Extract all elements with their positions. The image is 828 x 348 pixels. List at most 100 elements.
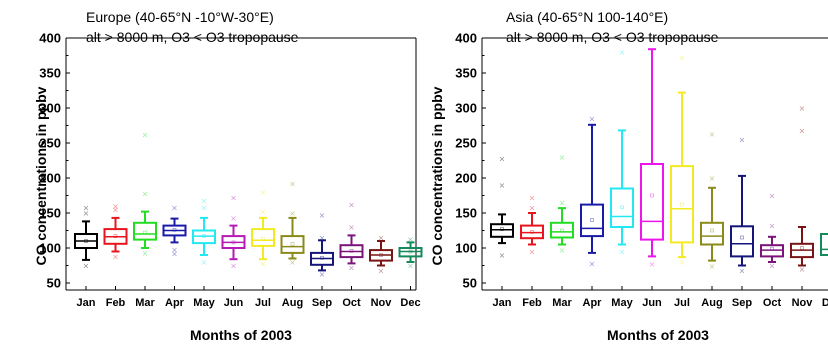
europe-box-iqr <box>251 228 275 247</box>
asia-outlier-marker: × <box>499 181 506 190</box>
asia-x-tick-label: Feb <box>522 297 542 309</box>
europe-outlier-marker: × <box>112 252 119 261</box>
europe-box-feb: ××× <box>103 202 128 261</box>
asia-outlier-marker: × <box>529 203 536 212</box>
asia-outlier-marker: × <box>769 192 776 201</box>
asia-outlier-marker: × <box>799 104 806 113</box>
europe-mean-marker <box>231 240 236 245</box>
asia-x-tick-label: May <box>611 297 633 309</box>
asia-box-jan: × × × <box>490 154 514 260</box>
europe-x-tick-label: Oct <box>342 297 361 309</box>
asia-box-feb: ××× <box>520 194 544 257</box>
europe-outlier-marker: × <box>230 194 237 203</box>
europe-outlier-marker: × <box>407 235 414 244</box>
asia-box-may: ×× <box>610 48 634 257</box>
europe-outlier-marker: × <box>378 234 385 243</box>
europe-outlier-marker: × <box>289 209 296 218</box>
europe-y-tick-label: 250 <box>39 136 61 151</box>
europe-outlier-marker: × <box>201 258 208 267</box>
europe-outlier-marker: × <box>289 258 296 267</box>
europe-mean-marker <box>320 255 324 260</box>
europe-outlier-marker: × <box>142 249 149 258</box>
asia-y-tick-label: 50 <box>463 276 477 291</box>
asia-box-nov: × × × <box>790 104 814 274</box>
asia-box-iqr <box>550 221 574 239</box>
asia-subtitle: alt > 8000 m, O3 < O3 tropopause <box>506 29 719 45</box>
asia-outlier-marker: × <box>799 265 806 274</box>
europe-box-sep: × × × <box>310 211 334 279</box>
europe-outlier-marker: × <box>407 262 414 271</box>
asia-box-iqr <box>820 233 828 256</box>
europe-x-tick-label: Dec <box>400 297 420 309</box>
asia-box-jun: × <box>640 48 664 269</box>
asia-box-sep: ×× <box>730 136 754 275</box>
europe-outlier-marker: × <box>319 270 326 279</box>
asia-panel: Asia (40-65°N 100-140°E) alt > 8000 m, O… <box>429 9 828 343</box>
asia-x-tick-label: Apr <box>583 297 603 309</box>
asia-mean-marker <box>560 228 564 233</box>
asia-outlier-marker: × <box>679 54 686 63</box>
asia-outlier-marker: × <box>559 246 566 255</box>
europe-outlier-marker: × <box>83 209 90 218</box>
asia-outlier-marker: × <box>769 262 776 271</box>
europe-outlier-marker: × <box>260 208 267 217</box>
asia-x-tick-label: Jun <box>642 297 662 309</box>
europe-y-tick-label: 100 <box>39 241 61 256</box>
europe-y-tick-label: 350 <box>39 66 61 81</box>
asia-box-iqr <box>670 165 694 244</box>
asia-box-oct: × × × <box>760 192 784 271</box>
asia-box-jul: ×× <box>670 54 694 267</box>
europe-y-tick-label: 150 <box>39 206 61 221</box>
europe-box-nov: ×× <box>369 234 393 275</box>
asia-mean-marker <box>590 218 594 222</box>
europe-x-tick-label: Apr <box>165 297 185 309</box>
asia-x-tick-label: Dec <box>822 297 828 309</box>
europe-outlier-marker: × <box>142 189 149 198</box>
europe-outlier-marker: × <box>348 201 355 210</box>
europe-outlier-marker: × <box>171 203 178 212</box>
asia-box-dec: ×× <box>820 233 828 256</box>
asia-box-aug: × × × <box>700 130 724 271</box>
europe-outlier-marker: × <box>171 250 178 259</box>
asia-mean-marker <box>650 193 654 198</box>
europe-outlier-marker: × <box>230 262 237 271</box>
asia-outlier-marker: × <box>769 222 776 231</box>
asia-outlier-marker: × <box>679 258 686 267</box>
europe-mean-marker <box>408 249 413 254</box>
asia-outlier-marker: × <box>619 248 626 257</box>
asia-x-tick-label: Oct <box>763 297 782 309</box>
europe-y-tick-label: 200 <box>39 171 61 186</box>
europe-box-apr: ××× <box>162 203 187 259</box>
europe-mean-marker <box>261 237 265 241</box>
asia-y-tick-label: 150 <box>455 206 477 221</box>
asia-outlier-marker: × <box>589 115 596 124</box>
europe-outlier-marker: × <box>378 266 385 275</box>
europe-box-may: ××× <box>192 196 216 267</box>
europe-x-tick-label: Aug <box>282 297 303 309</box>
asia-y-tick-label: 100 <box>455 241 477 256</box>
asia-box-iqr <box>730 225 754 258</box>
europe-outlier-marker: × <box>260 188 267 197</box>
asia-y-tick-label: 400 <box>455 31 477 46</box>
europe-x-tick-label: Jun <box>224 297 244 309</box>
asia-y-axis-title: CO concentrations in ppbv <box>429 86 445 265</box>
asia-outlier-marker: × <box>739 136 746 145</box>
europe-box-iqr <box>133 221 157 241</box>
asia-x-tick-label: Jan <box>493 297 512 309</box>
europe-outlier-marker: × <box>319 211 326 220</box>
asia-box-iqr <box>700 221 724 246</box>
europe-outlier-marker: × <box>83 203 90 212</box>
europe-box-jul: × × × <box>251 188 275 268</box>
asia-outlier-marker: × <box>649 260 656 269</box>
asia-outlier-marker: × <box>529 248 536 257</box>
europe-outlier-marker: × <box>319 234 326 243</box>
asia-outlier-marker: × <box>529 194 536 203</box>
europe-mean-marker <box>84 239 88 243</box>
europe-x-tick-label: Jul <box>255 297 271 309</box>
europe-mean-marker <box>143 230 147 235</box>
europe-plot-area: 50100150200250300350400×××Jan×××Feb×××Ma… <box>39 31 423 309</box>
asia-y-tick-label: 200 <box>455 171 477 186</box>
europe-y-tick-label: 400 <box>39 31 61 46</box>
